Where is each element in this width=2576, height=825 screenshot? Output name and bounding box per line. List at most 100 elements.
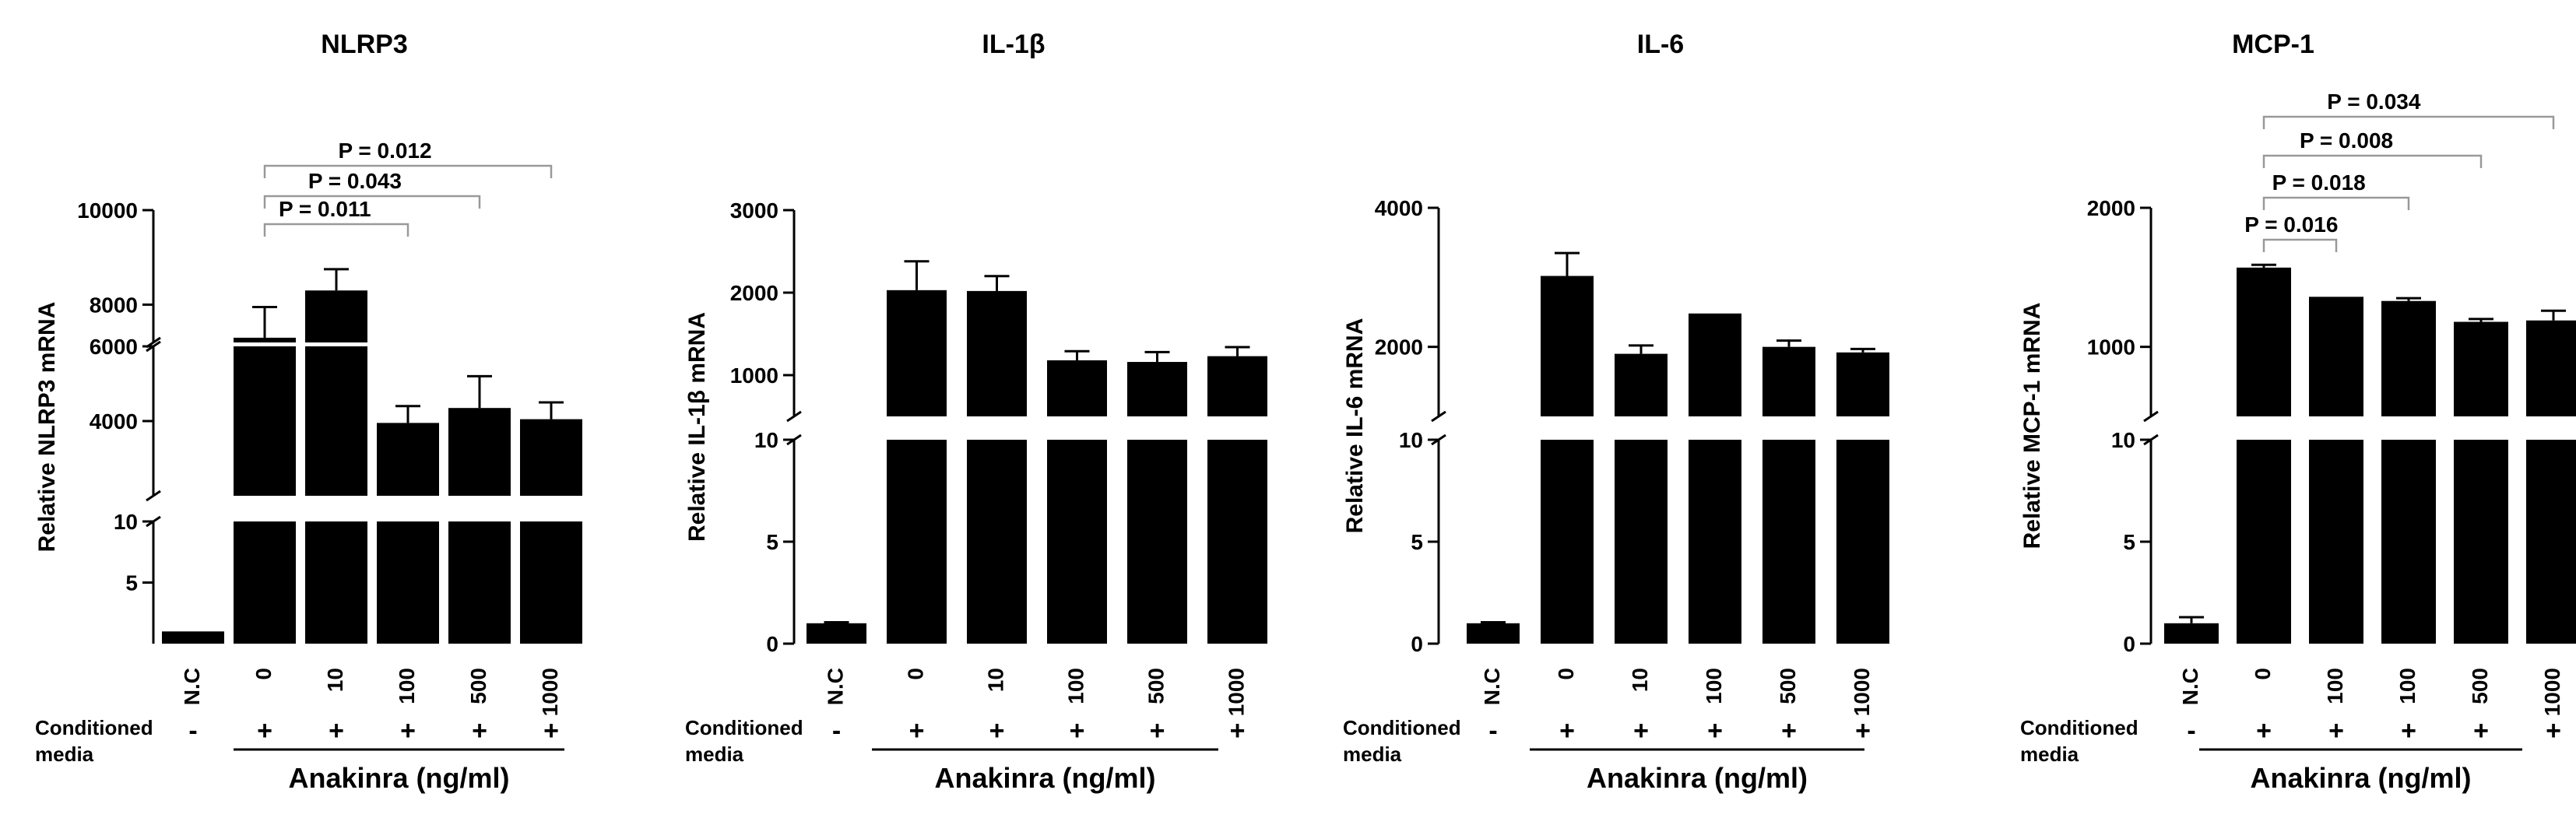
bar (1047, 440, 1107, 644)
x-tick-label: 10 (984, 668, 1008, 692)
conditioned-media-label: Conditioned (685, 716, 803, 739)
x-tick-label: 1000 (2540, 668, 2564, 716)
chart-panel-4: MCP-1 Relative MCP-1 mRNA 0 5 10 1000 2000 N.C 0… (2019, 30, 2576, 794)
conditioned-media-label: Conditioned (35, 716, 153, 739)
bar (305, 521, 367, 644)
bar (887, 290, 947, 416)
conditioned-media-sign: - (2187, 716, 2195, 746)
y-tick-label: 0 (2123, 632, 2135, 656)
conditioned-media-label: media (35, 742, 94, 766)
y-tick-label: 8000 (90, 293, 138, 317)
x-tick-label: 10 (1628, 668, 1652, 692)
bar (1836, 352, 1889, 416)
x-tick-label: 100 (2323, 668, 2347, 704)
y-tick-label: 5 (125, 571, 138, 595)
bar (1541, 440, 1594, 644)
conditioned-media-sign: + (543, 716, 559, 746)
conditioned-media-sign: - (832, 716, 841, 746)
chart-title: MCP-1 (2232, 30, 2314, 59)
y-tick-label: 1000 (730, 363, 778, 388)
x-tick-label: 0 (904, 668, 928, 680)
bar (1689, 313, 1741, 416)
significance-label: P = 0.043 (308, 169, 402, 193)
bar (377, 521, 439, 644)
conditioned-media-sign: + (989, 716, 1005, 746)
bar (520, 521, 582, 644)
conditioned-media-sign: + (2328, 716, 2344, 746)
conditioned-media-label: media (685, 742, 744, 766)
x-axis-label: Anakinra (ng/ml) (2250, 762, 2471, 794)
conditioned-media-sign: + (1150, 716, 1165, 746)
x-tick-label: 1000 (1850, 668, 1874, 716)
x-tick-label: 0 (251, 668, 276, 680)
significance-bracket (263, 164, 553, 178)
conditioned-media-sign: + (1230, 716, 1246, 746)
conditioned-media-sign: + (1559, 716, 1575, 746)
y-tick-label: 4000 (1375, 196, 1423, 220)
conditioned-media-sign: + (1855, 716, 1871, 746)
y-tick-label: 10000 (77, 198, 138, 223)
bar (234, 346, 296, 496)
chart-panel-3: IL-6 Relative IL-6 mRNA 0 5 10 2000 4000 N.C 0 10… (1342, 30, 1889, 794)
conditioned-media-sign: + (257, 716, 272, 746)
x-tick-label: 0 (2251, 668, 2275, 680)
x-tick-label: N.C (180, 668, 204, 705)
bar (1762, 346, 1815, 416)
significance-label: P = 0.008 (2300, 128, 2393, 153)
chart-panel-1: NLRP3 Relative NLRP3 mRNA 5 10 4000 6000 8000 1… (34, 30, 582, 794)
y-axis-label: Relative IL-1β mRNA (684, 312, 710, 542)
x-tick-label: 500 (1776, 668, 1800, 704)
x-tick-label: 100 (1064, 668, 1088, 704)
significance-bracket (2262, 115, 2555, 129)
conditioned-media-sign: + (1707, 716, 1723, 746)
x-tick-label: 500 (2468, 668, 2492, 704)
y-tick-label: 2000 (2087, 196, 2135, 220)
significance-label: P = 0.011 (279, 197, 371, 221)
y-tick-label: 10 (2111, 428, 2135, 452)
y-tick-label: 4000 (90, 409, 138, 434)
bar (377, 423, 439, 496)
y-tick-label: 5 (766, 530, 778, 554)
bar (1615, 440, 1668, 644)
y-tick-label: 10 (114, 510, 138, 534)
axis-break-mark (786, 410, 802, 423)
x-tick-label: 500 (1144, 668, 1169, 704)
bar (1836, 440, 1889, 644)
bar (448, 408, 511, 496)
significance-label: P = 0.012 (338, 139, 431, 163)
bar (1207, 356, 1267, 416)
y-tick-label: 0 (1411, 632, 1423, 656)
axis-break-mark (2143, 410, 2159, 423)
bar (305, 346, 367, 496)
bar (520, 419, 582, 496)
y-axis-label: Relative NLRP3 mRNA (34, 302, 60, 553)
x-axis-label: Anakinra (ng/ml) (934, 762, 1155, 794)
chart-title: IL-6 (1637, 30, 1684, 59)
significance-bracket (2262, 154, 2483, 168)
conditioned-media-label: media (2020, 742, 2079, 766)
x-tick-label: 500 (466, 668, 490, 704)
x-tick-label: N.C (824, 668, 848, 705)
bar (1689, 440, 1741, 644)
conditioned-media-sign: + (400, 716, 416, 746)
conditioned-media-sign: + (2401, 716, 2416, 746)
significance-bracket (2262, 238, 2338, 252)
bar (2526, 320, 2576, 416)
y-tick-label: 2000 (1375, 335, 1423, 360)
y-axis-label: Relative IL-6 mRNA (1342, 318, 1368, 534)
conditioned-media-sign: - (1488, 716, 1497, 746)
conditioned-media-sign: - (188, 716, 197, 746)
y-tick-label: 5 (1411, 530, 1423, 554)
conditioned-media-sign: + (1070, 716, 1085, 746)
conditioned-media-sign: + (2473, 716, 2489, 746)
y-tick-label: 3000 (730, 198, 778, 223)
axis-break-mark (146, 336, 161, 349)
conditioned-media-sign: + (2256, 716, 2272, 746)
x-tick-label: 100 (1702, 668, 1726, 704)
y-tick-label: 0 (766, 632, 778, 656)
conditioned-media-label: Conditioned (2020, 716, 2138, 739)
y-tick-label: 6000 (90, 335, 138, 359)
conditioned-media-label: media (1343, 742, 1402, 766)
x-tick-label: N.C (2178, 668, 2202, 705)
bar (2309, 297, 2363, 416)
